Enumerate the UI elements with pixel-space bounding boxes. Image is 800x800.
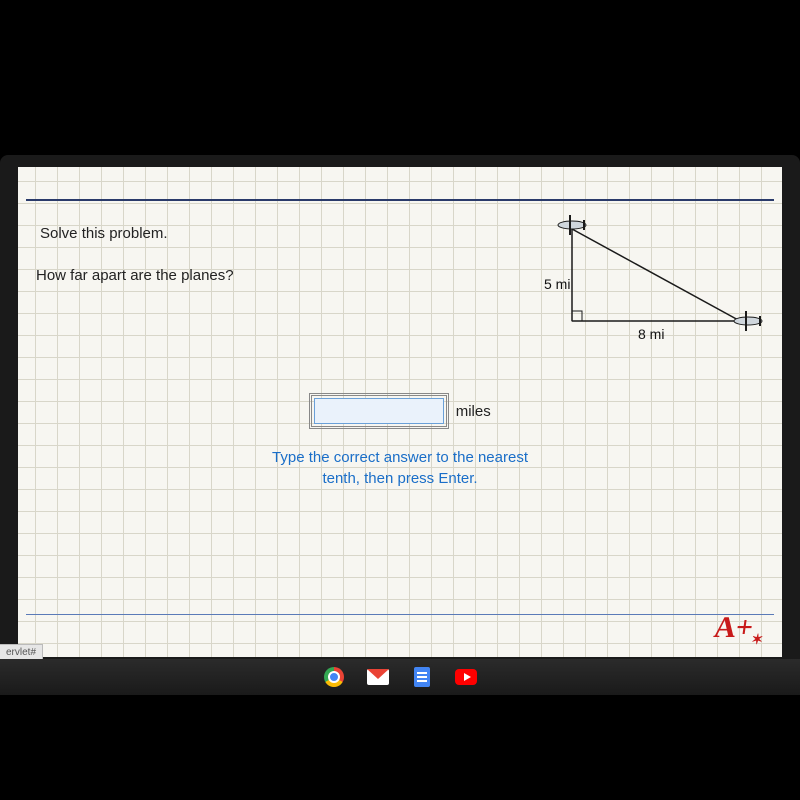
prompt-heading: Solve this problem. [40, 225, 168, 242]
aplus-logo: A+✶ [711, 611, 767, 649]
instruction-text: Type the correct answer to the nearest t… [18, 447, 782, 489]
divider-top [26, 199, 774, 201]
gmail-icon[interactable] [367, 666, 389, 688]
answer-box-frame [309, 393, 449, 429]
aplus-logo-text: A+ [712, 611, 755, 644]
divider-bottom [26, 614, 774, 615]
chrome-icon[interactable] [323, 666, 345, 688]
plane-right-icon [734, 311, 762, 331]
prompt-question: How far apart are the planes? [36, 267, 234, 284]
youtube-icon[interactable] [455, 666, 477, 688]
aplus-logo-mark: ✶ [750, 633, 764, 648]
instruction-line-1: Type the correct answer to the nearest [18, 447, 782, 468]
taskbar [0, 659, 800, 695]
docs-icon[interactable] [411, 666, 433, 688]
instruction-line-2: tenth, then press Enter. [18, 468, 782, 489]
horizontal-leg-label: 8 mi [638, 326, 664, 342]
answer-input[interactable] [314, 398, 444, 424]
answer-unit-label: miles [456, 403, 491, 420]
answer-row: miles [18, 393, 782, 429]
laptop-frame: Solve this problem. How far apart are th… [0, 155, 800, 695]
app-screen: Solve this problem. How far apart are th… [18, 167, 782, 657]
triangle-diagram: 5 mi 8 mi [512, 211, 772, 361]
vertical-leg-label: 5 mi [544, 276, 570, 292]
